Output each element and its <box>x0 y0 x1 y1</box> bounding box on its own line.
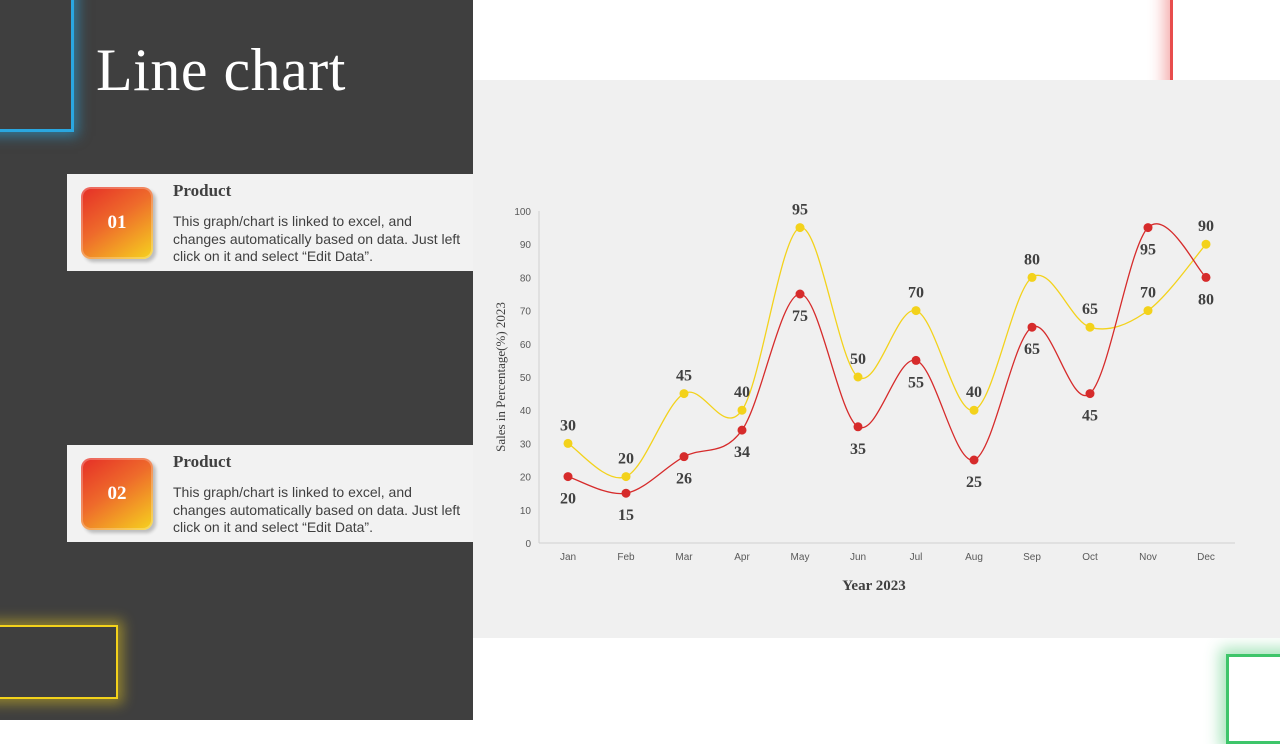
data-point[interactable] <box>911 306 921 316</box>
data-point[interactable] <box>679 389 689 399</box>
x-tick-label: Mar <box>675 552 693 563</box>
data-point[interactable] <box>1027 322 1037 332</box>
x-tick-label: May <box>791 552 810 563</box>
card-number-badge: 01 <box>81 187 153 259</box>
x-tick-label: Apr <box>734 552 750 563</box>
data-point[interactable] <box>853 372 863 382</box>
y-tick-label: 50 <box>520 373 532 384</box>
y-tick-label: 30 <box>520 439 532 450</box>
y-tick-label: 40 <box>520 406 532 417</box>
series-1: 30 20 45 40 95 50 70 40 80 65 70 90 <box>560 202 1214 482</box>
product-card-1: 01 Product This graph/chart is linked to… <box>67 174 473 271</box>
data-point[interactable] <box>621 472 631 482</box>
decorative-frame-blue <box>0 0 74 132</box>
data-label: 95 <box>1140 242 1156 259</box>
left-panel <box>0 0 473 720</box>
x-tick-label: Dec <box>1197 552 1215 563</box>
data-label: 65 <box>1082 301 1098 318</box>
data-label: 90 <box>1198 218 1214 235</box>
data-point[interactable] <box>563 438 573 448</box>
x-tick-label: Feb <box>617 552 635 563</box>
x-tick-label: Nov <box>1139 552 1157 563</box>
data-label: 75 <box>792 308 808 325</box>
card-heading: Product <box>173 452 232 471</box>
data-point[interactable] <box>563 472 573 482</box>
data-point[interactable] <box>737 405 747 415</box>
x-axis-title: Year 2023 <box>842 578 905 594</box>
data-point[interactable] <box>911 355 921 365</box>
line-chart: 0 10 20 30 40 50 60 70 80 90 100 Jan Feb Mar Apr May Ju… <box>493 202 1235 594</box>
data-label: 45 <box>1082 408 1098 425</box>
data-label: 65 <box>1024 341 1040 358</box>
series-2: 20 15 26 34 75 35 55 25 65 45 95 80 <box>560 223 1214 524</box>
data-label: 40 <box>966 384 982 401</box>
data-point[interactable] <box>621 488 631 498</box>
data-point[interactable] <box>1085 322 1095 332</box>
slide-title: Line chart <box>96 37 346 103</box>
data-point[interactable] <box>737 425 747 435</box>
data-label: 35 <box>850 441 866 458</box>
data-point[interactable] <box>795 223 805 233</box>
data-label: 50 <box>850 351 866 368</box>
data-point[interactable] <box>1085 389 1095 399</box>
series-line <box>567 226 1207 479</box>
y-tick-labels: 0 10 20 30 40 50 60 70 80 90 100 <box>514 207 531 550</box>
data-point[interactable] <box>969 455 979 465</box>
decorative-frame-green <box>1226 654 1280 744</box>
data-label: 70 <box>1140 285 1156 302</box>
chart-panel: 0 10 20 30 40 50 60 70 80 90 100 Jan Feb Mar Apr May Ju… <box>473 80 1280 638</box>
x-tick-label: Aug <box>965 552 983 563</box>
y-tick-label: 10 <box>520 506 532 517</box>
data-point[interactable] <box>969 405 979 415</box>
data-label: 70 <box>908 285 924 302</box>
data-point[interactable] <box>853 422 863 432</box>
data-point[interactable] <box>1201 272 1211 282</box>
decorative-frame-yellow <box>0 625 118 699</box>
x-tick-labels: Jan Feb Mar Apr May Jun Jul Aug Sep Oct Nov Dec <box>560 552 1215 563</box>
data-label: 20 <box>618 451 634 468</box>
data-label: 25 <box>966 474 982 491</box>
data-point[interactable] <box>679 452 689 462</box>
y-tick-label: 0 <box>525 539 531 550</box>
card-number-badge: 02 <box>81 458 153 530</box>
data-label: 34 <box>734 444 750 461</box>
y-tick-label: 100 <box>514 207 531 218</box>
data-label: 80 <box>1198 291 1214 308</box>
data-label: 26 <box>676 471 692 488</box>
x-tick-label: Oct <box>1082 552 1098 563</box>
data-label: 95 <box>792 202 808 219</box>
y-tick-label: 70 <box>520 307 532 318</box>
x-tick-label: Jun <box>850 552 866 563</box>
data-label: 55 <box>908 374 924 391</box>
data-label: 30 <box>560 417 576 434</box>
x-tick-label: Sep <box>1023 552 1041 563</box>
data-label: 40 <box>734 384 750 401</box>
x-tick-label: Jan <box>560 552 576 563</box>
data-point[interactable] <box>1027 272 1037 282</box>
data-label: 45 <box>676 368 692 385</box>
y-tick-label: 90 <box>520 240 532 251</box>
x-tick-label: Jul <box>910 552 923 563</box>
data-point[interactable] <box>1143 223 1153 233</box>
data-label: 80 <box>1024 251 1040 268</box>
series-line <box>567 223 1207 495</box>
card-description: This graph/chart is linked to excel, and… <box>173 484 461 535</box>
data-point[interactable] <box>795 289 805 299</box>
data-point[interactable] <box>1201 239 1211 249</box>
y-tick-label: 20 <box>520 473 532 484</box>
card-description: This graph/chart is linked to excel, and… <box>173 213 461 264</box>
data-label: 15 <box>618 507 634 524</box>
data-label: 20 <box>560 491 576 508</box>
y-tick-label: 60 <box>520 340 532 351</box>
product-card-2: 02 Product This graph/chart is linked to… <box>67 445 473 542</box>
y-axis-title: Sales in Percentage(%) 2023 <box>493 302 508 452</box>
card-heading: Product <box>173 181 232 200</box>
data-point[interactable] <box>1143 306 1153 316</box>
series-layer: 30 20 45 40 95 50 70 40 80 65 70 90 20 15 26 34 75 35 55 25… <box>560 202 1214 525</box>
y-tick-label: 80 <box>520 273 532 284</box>
